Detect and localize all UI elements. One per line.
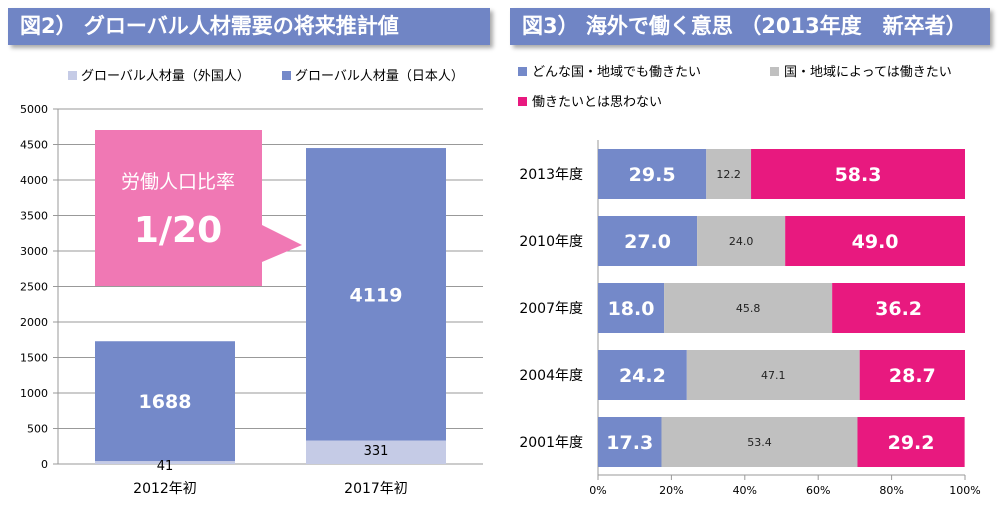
bar-segment xyxy=(598,350,687,400)
bar-segment xyxy=(598,417,662,467)
data-label: 47.1 xyxy=(761,369,786,382)
legend-swatch xyxy=(518,97,527,106)
y-category-label: 2001年度 xyxy=(519,435,583,451)
data-label: 12.2 xyxy=(716,168,741,181)
data-label: 28.7 xyxy=(889,365,936,387)
y-tick-label: 2500 xyxy=(20,281,48,294)
bar-segment xyxy=(832,283,965,333)
y-tick-label: 4000 xyxy=(20,174,48,187)
data-label: 49.0 xyxy=(852,231,899,253)
data-label: 18.0 xyxy=(608,298,655,320)
data-label: 58.3 xyxy=(835,164,882,186)
data-label: 53.4 xyxy=(747,436,772,449)
y-tick-label: 4500 xyxy=(20,139,48,152)
bar-segment xyxy=(706,149,752,199)
bar-segment xyxy=(859,350,965,400)
bar-japanese xyxy=(95,341,235,462)
bar-japanese xyxy=(306,148,446,441)
bar-foreign xyxy=(306,440,446,464)
x-tick-label: 60% xyxy=(806,484,830,497)
x-category-label: 2017年初 xyxy=(344,480,408,497)
data-label: 29.5 xyxy=(629,164,676,186)
legend-label: 国・地域によっては働きたい xyxy=(784,65,952,80)
callout-box xyxy=(95,130,302,286)
data-label: 36.2 xyxy=(875,298,922,320)
legend-label: グローバル人材量（日本人） xyxy=(295,69,464,84)
legend-swatch xyxy=(68,71,77,80)
y-tick-label: 5000 xyxy=(20,103,48,116)
x-tick-label: 80% xyxy=(879,484,903,497)
data-label: 17.3 xyxy=(606,432,653,454)
y-category-label: 2013年度 xyxy=(519,167,583,183)
y-tick-label: 3000 xyxy=(20,245,48,258)
legend-swatch xyxy=(282,71,291,80)
y-tick-label: 1500 xyxy=(20,352,48,365)
x-tick-label: 100% xyxy=(949,484,980,497)
y-tick-label: 2000 xyxy=(20,316,48,329)
data-label: 29.2 xyxy=(888,432,935,454)
callout-value: 1/20 xyxy=(134,210,222,251)
y-category-label: 2010年度 xyxy=(519,234,583,250)
bar-segment xyxy=(598,283,665,333)
data-label: 24.2 xyxy=(619,365,666,387)
data-label: 24.0 xyxy=(729,235,754,248)
y-category-label: 2004年度 xyxy=(519,368,583,384)
bar-segment xyxy=(598,216,698,266)
x-tick-label: 40% xyxy=(733,484,757,497)
bar-segment xyxy=(697,216,786,266)
legend-label: 働きたいとは思わない xyxy=(532,95,662,110)
y-tick-label: 0 xyxy=(41,458,48,471)
bar-segment xyxy=(664,283,833,333)
data-label: 27.0 xyxy=(624,231,671,253)
bar-segment xyxy=(598,149,707,199)
right-chart-title: 図3） 海外で働く意思 （2013年度 新卒者） xyxy=(510,8,990,45)
data-label-japanese: 4119 xyxy=(350,284,403,306)
y-tick-label: 1000 xyxy=(20,387,48,400)
data-label-foreign: 41 xyxy=(157,459,174,474)
data-label-japanese: 1688 xyxy=(139,391,192,413)
bar-segment xyxy=(857,417,965,467)
x-tick-label: 0% xyxy=(589,484,606,497)
bar-segment xyxy=(686,350,860,400)
legend-label: グローバル人材量（外国人） xyxy=(81,69,250,84)
left-chart-title: 図2） グローバル人材需要の将来推計値 xyxy=(8,8,490,45)
y-tick-label: 500 xyxy=(27,423,48,436)
legend-swatch xyxy=(770,67,779,76)
bar-segment xyxy=(785,216,965,266)
bar-foreign xyxy=(95,461,235,464)
callout-label: 労働人口比率 xyxy=(121,171,235,193)
bar-segment xyxy=(751,149,965,199)
x-category-label: 2012年初 xyxy=(133,480,197,497)
y-tick-label: 3500 xyxy=(20,210,48,223)
bar-segment xyxy=(661,417,858,467)
legend-swatch xyxy=(518,67,527,76)
data-label: 45.8 xyxy=(736,302,761,315)
x-tick-label: 20% xyxy=(659,484,683,497)
legend-label: どんな国・地域でも働きたい xyxy=(532,65,701,80)
data-label-foreign: 331 xyxy=(364,444,389,459)
y-category-label: 2007年度 xyxy=(519,301,583,317)
